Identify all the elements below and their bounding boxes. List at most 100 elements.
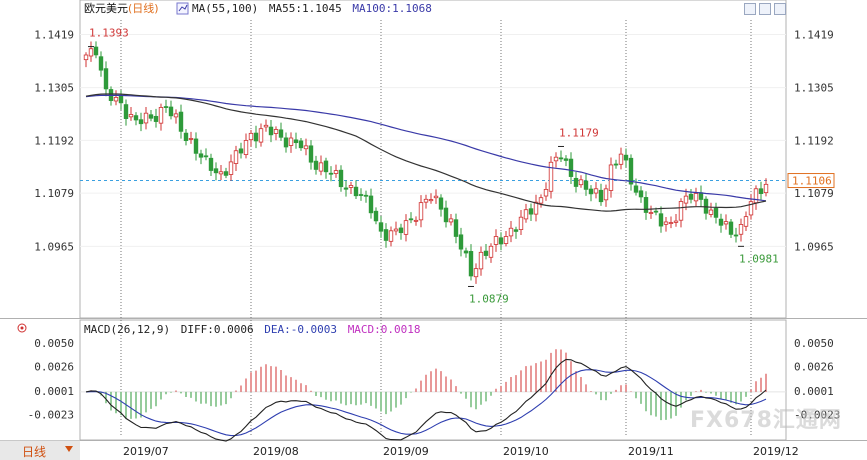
candle-body (668, 222, 674, 224)
candle-body (573, 177, 579, 187)
candle-body (708, 209, 714, 215)
candle-body (273, 129, 279, 134)
candle-body (353, 186, 359, 197)
zoom-out-icon[interactable] (774, 3, 786, 15)
candle-body (473, 268, 479, 278)
candle-body (718, 218, 724, 226)
macd-left-axis: 0.0050 0.0026 0.0001 -0.0023 (28, 337, 74, 422)
ma55-value: MA55:1.1045 (269, 2, 342, 15)
candle-body (433, 195, 439, 199)
candle-body (603, 188, 609, 201)
candle-body (188, 138, 194, 140)
candle-body (753, 188, 759, 204)
candle-body (588, 188, 594, 195)
candle-body (458, 234, 464, 250)
candle-body (678, 201, 684, 221)
candle-body (538, 197, 544, 204)
macd-tick-label: 0.0001 (794, 385, 834, 398)
candle-body (198, 153, 204, 158)
candle-body (178, 111, 184, 132)
candle-body (723, 221, 729, 225)
macd-tick-label: -0.0023 (794, 408, 840, 421)
date-label: 2019/09 (383, 445, 429, 458)
candle-body (713, 207, 719, 218)
candle-body (483, 250, 489, 256)
ma100-line (85, 94, 767, 202)
timeframe-selector[interactable]: 日线 (0, 440, 80, 460)
price-tick-label: 1.1192 (34, 134, 74, 147)
candle-body (418, 202, 424, 221)
candle-body (463, 250, 469, 254)
price-panel-frame (79, 0, 787, 319)
candle-body (598, 189, 604, 203)
candle-body (578, 179, 584, 186)
annotation-label: 1.1393 (89, 27, 129, 40)
zoom-in-icon[interactable] (759, 3, 771, 15)
candle-body (153, 115, 159, 122)
ma100-value: MA100:1.1068 (352, 2, 431, 15)
date-axis: 2019/07 2019/08 2019/09 2019/10 2019/11 2019/… (123, 445, 799, 458)
candle-body (443, 207, 449, 223)
ma55-line (85, 93, 767, 212)
candle-body (288, 137, 294, 146)
price-gridlines (80, 33, 786, 247)
price-tick-label: 1.1079 (794, 187, 834, 200)
candle-body (513, 229, 519, 232)
candle-body (738, 224, 744, 235)
annotation-label: 1.0879 (469, 292, 509, 305)
price-tick-label: 1.1192 (794, 134, 834, 147)
candle-body (498, 237, 504, 245)
candle-body (643, 197, 649, 213)
candle-body (488, 245, 494, 258)
timeframe-label: 日线 (22, 445, 47, 459)
candle-body (508, 227, 514, 237)
macd-tick-label: 0.0026 (34, 360, 74, 373)
candle-body (133, 115, 139, 121)
price-tick-label: 1.1305 (794, 82, 834, 95)
candlestick-series (83, 41, 769, 284)
macd-tick-label: -0.0023 (28, 408, 74, 421)
candle-body (293, 139, 299, 144)
candle-body (693, 193, 699, 202)
candle-body (533, 201, 539, 215)
instrument-title: 欧元美元 (84, 2, 128, 15)
diff-value: DIFF:0.0006 (181, 323, 254, 336)
candle-body (518, 216, 524, 230)
annotation-label: 1.1179 (559, 126, 599, 139)
candle-body (363, 194, 369, 197)
watermark: FX678汇通网 (690, 408, 842, 433)
macd-settings-icon[interactable] (17, 323, 27, 333)
candle-body (763, 183, 769, 194)
current-price-tag: 1.1106 (787, 173, 835, 189)
candle-body (88, 48, 94, 57)
candle-body (253, 132, 259, 142)
chevron-down-icon[interactable] (65, 446, 73, 452)
price-tick-label: 1.0965 (34, 240, 74, 253)
date-label: 2019/07 (123, 445, 169, 458)
candle-body (688, 193, 694, 200)
candle-body (203, 155, 209, 158)
candle-body (728, 221, 734, 235)
date-label: 2019/12 (753, 445, 799, 458)
candle-body (308, 145, 314, 163)
left-price-axis: 1.1419 1.1305 1.1192 1.1079 1.0965 (34, 28, 74, 253)
scroll-up-icon[interactable] (744, 3, 756, 15)
candle-body (563, 158, 569, 161)
candle-body (428, 199, 434, 202)
candle-body (238, 148, 244, 154)
date-label: 2019/10 (503, 445, 549, 458)
candle-body (233, 150, 239, 164)
candle-body (208, 157, 214, 171)
candle-body (278, 129, 284, 138)
candle-body (128, 114, 134, 118)
current-price-value: 1.1106 (792, 175, 832, 188)
candle-body (548, 161, 554, 192)
candle-body (98, 56, 104, 71)
ma-settings-icon[interactable] (176, 2, 189, 15)
candle-body (183, 132, 189, 142)
candle-body (528, 208, 534, 215)
candle-body (223, 171, 229, 176)
candle-body (148, 114, 154, 119)
candle-body (393, 228, 399, 232)
candle-body (613, 163, 619, 166)
